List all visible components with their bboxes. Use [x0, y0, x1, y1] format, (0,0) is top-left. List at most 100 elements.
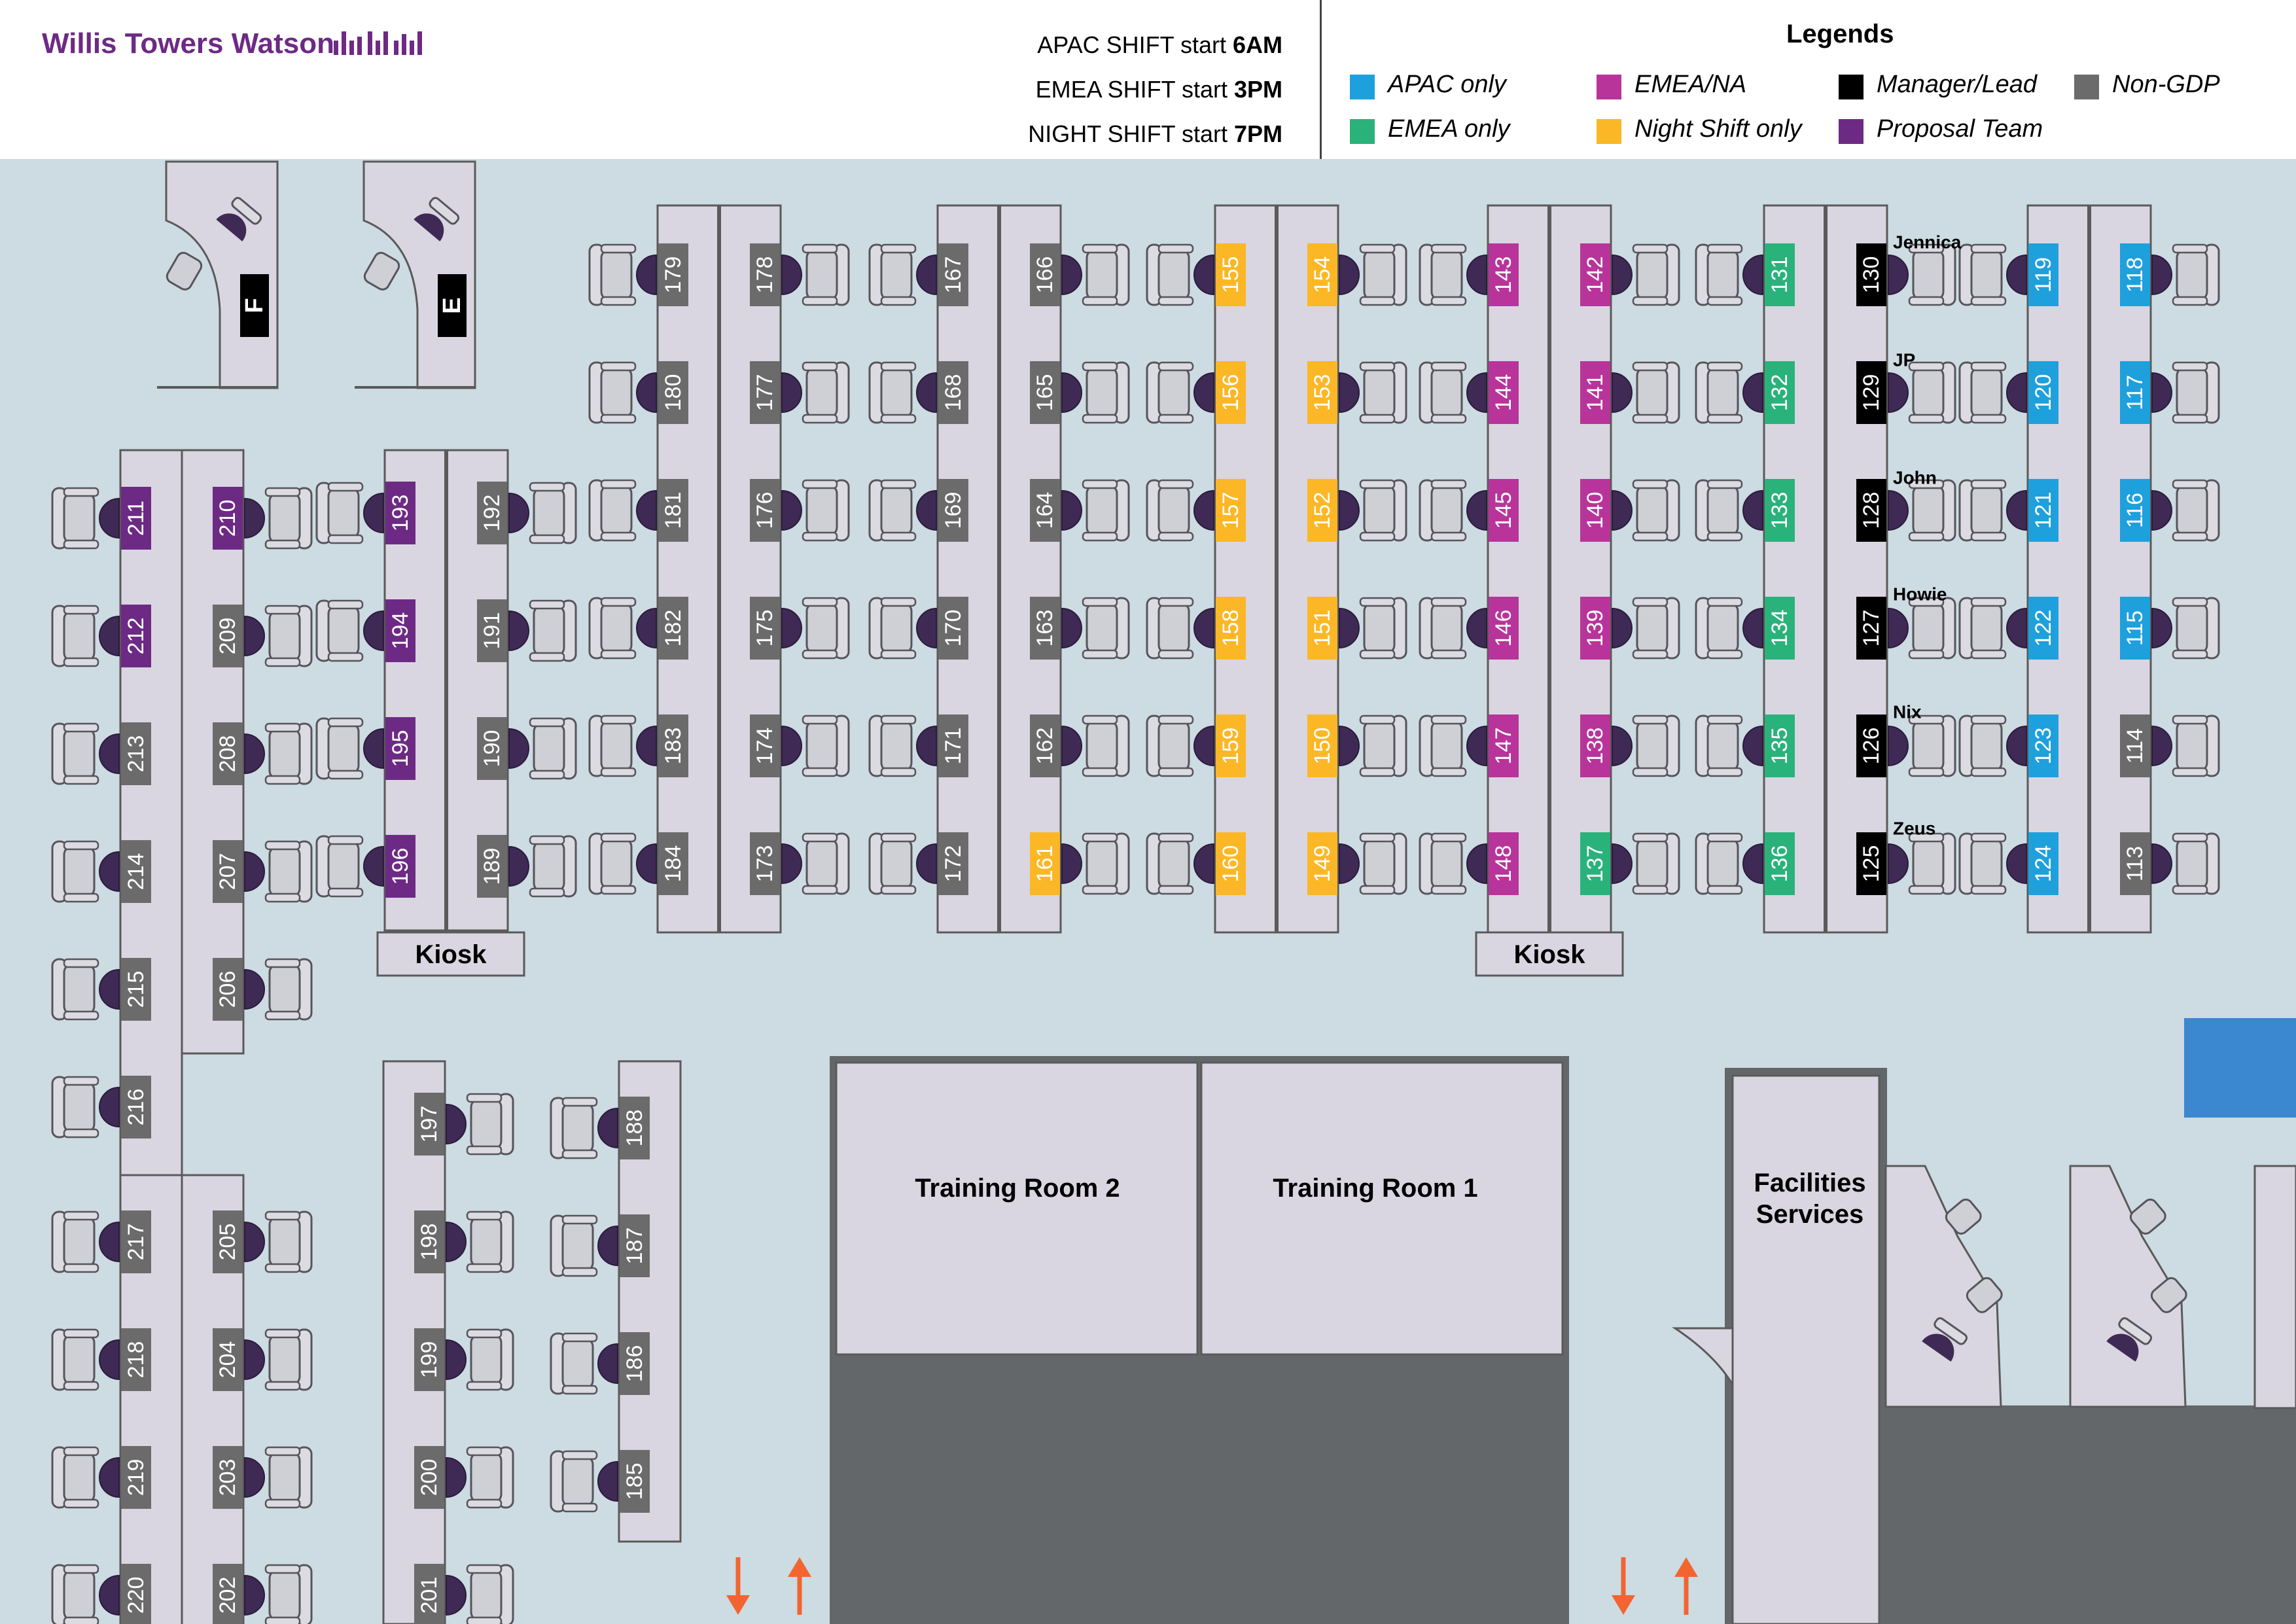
chair-icon — [51, 840, 120, 903]
seat-tag — [1856, 479, 1886, 542]
chair-icon — [446, 1446, 514, 1509]
seat-tag — [620, 1097, 650, 1159]
seat-number: 155 — [1218, 256, 1243, 294]
chair-icon — [868, 479, 937, 542]
chair-icon — [1339, 479, 1407, 542]
seat-number: 150 — [1310, 728, 1335, 765]
desk-pod-6-left — [2026, 204, 2091, 934]
shift-apac: APAC SHIFT start 6AM — [1037, 31, 1282, 58]
seat-number: 178 — [752, 256, 777, 294]
seat-tag — [1856, 715, 1886, 777]
occupant-name: Howie — [1893, 584, 1947, 605]
seat-tag — [2028, 243, 2058, 306]
seat-number: 191 — [480, 612, 504, 650]
seat-tag — [121, 487, 151, 550]
seat-tag — [414, 1328, 444, 1391]
seat-tag — [1489, 832, 1519, 895]
chair-icon — [1061, 243, 1130, 306]
cubicle-east-3 — [2253, 1165, 2296, 1409]
seat-number: 180 — [661, 374, 686, 412]
desk-pod-6-right — [2088, 204, 2152, 934]
chair-icon — [51, 1446, 120, 1509]
chair-icon — [51, 1210, 120, 1273]
seat-number: 117 — [2123, 375, 2147, 410]
chair-icon — [781, 243, 850, 306]
seat-tag — [658, 715, 688, 777]
brand-logo-icon — [334, 31, 422, 55]
seat-tag — [2120, 832, 2150, 895]
chair-icon — [51, 958, 120, 1021]
seat-tag — [385, 599, 415, 662]
seat-tag — [938, 479, 968, 542]
seat-tag — [121, 1076, 151, 1139]
seat-number: 204 — [215, 1341, 240, 1379]
seat-tag — [938, 715, 968, 777]
seat-tag — [213, 840, 243, 903]
seat-tag — [2028, 832, 2058, 895]
facilities-door — [1672, 1327, 1734, 1388]
header-divider — [1320, 0, 1322, 159]
seat-tag — [414, 1564, 444, 1624]
chair-icon — [588, 597, 657, 660]
seat-number: 125 — [1859, 845, 1884, 883]
seat-tag — [2120, 597, 2150, 660]
brand-name: Willis Towers Watson — [42, 27, 334, 60]
chair-icon — [1888, 832, 1956, 895]
chair-icon — [1146, 243, 1214, 306]
seat-tag — [1856, 361, 1886, 424]
seat-number: 190 — [480, 730, 504, 768]
seat-tag — [1307, 361, 1337, 424]
seat-tag — [938, 361, 968, 424]
chair-icon — [508, 717, 577, 780]
chair-icon — [1339, 597, 1407, 660]
chair-icon — [1612, 479, 1680, 542]
blue-area — [2184, 1018, 2296, 1118]
seat-tag — [1030, 597, 1060, 660]
chair-icon — [2151, 715, 2220, 777]
seat-tag — [213, 722, 243, 785]
seat-tag — [1216, 243, 1246, 306]
seat-number: 220 — [124, 1577, 149, 1614]
seat-number: 157 — [1218, 492, 1243, 529]
seat-tag — [121, 958, 151, 1021]
seat-number: 143 — [1491, 256, 1516, 294]
chair-icon — [588, 832, 657, 895]
office-chair-icon — [216, 196, 262, 241]
seat-tag — [213, 605, 243, 667]
seat-number: 171 — [941, 728, 966, 765]
seat-number: 217 — [124, 1224, 149, 1261]
seat-tag — [1307, 597, 1337, 660]
seat-number: 159 — [1218, 728, 1243, 765]
chair-icon — [508, 482, 577, 544]
seat-tag — [213, 958, 243, 1021]
chair-icon — [1339, 832, 1407, 895]
chair-icon — [1146, 597, 1214, 660]
chair-icon — [1888, 597, 1956, 660]
seat-tag — [121, 1446, 151, 1509]
desk-pod-3-right — [1275, 204, 1339, 934]
seat-number: 142 — [1583, 256, 1608, 294]
seat-number: 210 — [215, 500, 240, 537]
seat-tag — [1580, 479, 1610, 542]
seat-tag — [2120, 479, 2150, 542]
seat-number: 218 — [124, 1341, 149, 1379]
seat-number: 186 — [622, 1345, 647, 1383]
seat-number: 145 — [1491, 492, 1516, 529]
chair-icon — [1695, 361, 1763, 424]
seat-number: 207 — [215, 853, 240, 891]
chair-icon — [588, 243, 657, 306]
seat-tag — [2120, 715, 2150, 777]
seat-number: 181 — [661, 492, 686, 529]
seat-number: 197 — [417, 1106, 442, 1143]
seat-number: 154 — [1310, 256, 1335, 294]
chair-icon — [781, 715, 850, 777]
chair-icon — [2151, 243, 2220, 306]
chair-icon — [1061, 361, 1130, 424]
seat-number: 183 — [661, 728, 686, 765]
seat-number: 198 — [417, 1224, 442, 1261]
chair-icon — [51, 722, 120, 785]
seat-tag — [750, 832, 780, 895]
chair-icon — [244, 605, 313, 667]
seat-number: 133 — [1767, 492, 1792, 529]
